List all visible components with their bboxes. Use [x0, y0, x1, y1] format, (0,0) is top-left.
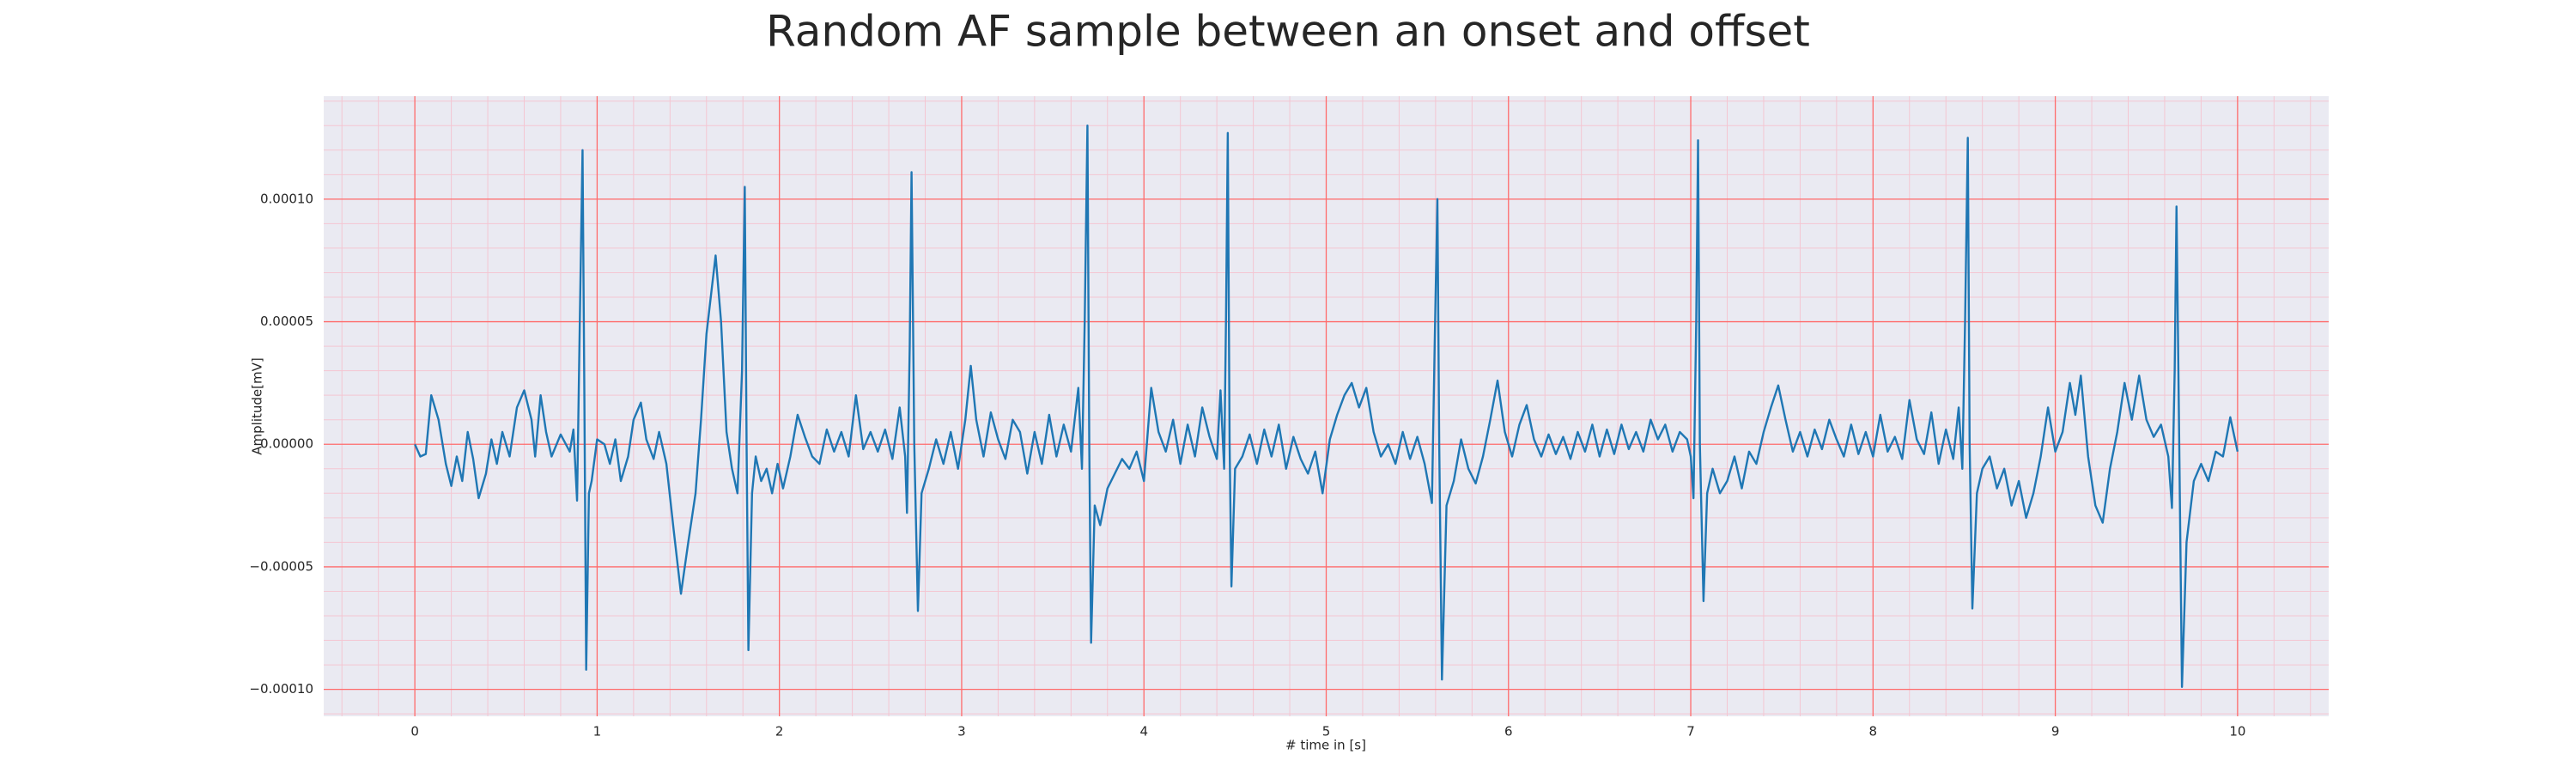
x-tick-label: 8	[1869, 724, 1878, 740]
x-tick-label: 3	[957, 724, 966, 740]
y-tick-label: −0.00010	[249, 681, 313, 697]
plot-area	[324, 96, 2329, 716]
x-tick-label: 6	[1504, 724, 1513, 740]
y-tick-label: 0.00010	[260, 191, 313, 206]
x-tick-label: 4	[1139, 724, 1148, 740]
x-tick-label: 2	[775, 724, 784, 740]
y-tick-label: −0.00005	[249, 558, 313, 574]
chart-title: Random AF sample between an onset and of…	[766, 7, 1810, 57]
y-tick-label: 0.00000	[260, 436, 313, 452]
x-tick-label: 9	[2051, 724, 2060, 740]
x-tick-label: 7	[1686, 724, 1695, 740]
signal-line	[414, 125, 2239, 688]
x-tick-label: 1	[593, 724, 602, 740]
x-axis-label: # time in [s]	[1285, 738, 1366, 753]
x-tick-label: 0	[410, 724, 419, 740]
y-axis-label: Amplitude[mV]	[250, 357, 265, 454]
x-tick-label: 10	[2229, 724, 2245, 740]
y-tick-label: 0.00005	[260, 313, 313, 329]
x-tick-label: 5	[1322, 724, 1331, 740]
